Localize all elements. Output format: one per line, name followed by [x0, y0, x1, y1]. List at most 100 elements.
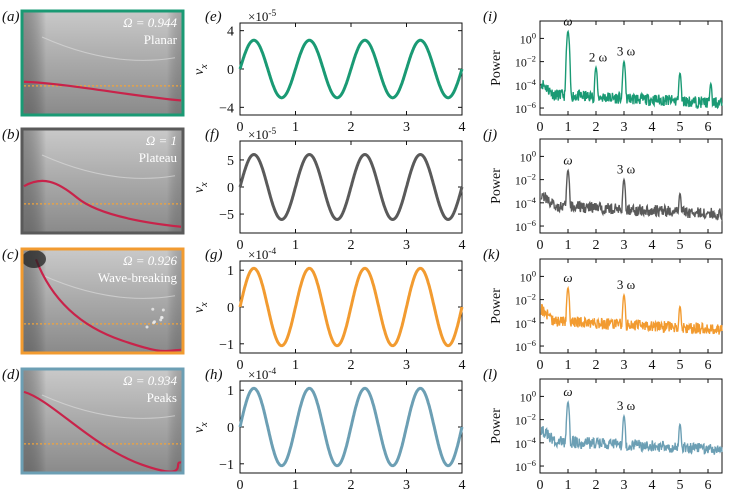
y-axis-label: Power — [489, 50, 504, 86]
spectrum-panel: (i) 0 1 2 3 4 5 6 Power ω 2 ω 3 ω — [483, 9, 723, 135]
droplet — [159, 318, 163, 322]
omega-value: Ω = 0.944 — [123, 15, 177, 30]
x-tick-label: 4 — [649, 478, 656, 490]
peak-label: 3 ω — [617, 398, 636, 413]
photo-panel: (d) Ω = 0.934 Peaks — [2, 367, 185, 475]
x-tick-label: 3 — [403, 478, 410, 490]
photo-panel: (b) Ω = 1 Plateau — [2, 127, 185, 235]
y-axis-label: vx — [192, 422, 210, 433]
velocity-series-line — [238, 266, 464, 348]
panel-label: (b) — [2, 127, 20, 143]
y-tick-label: −4 — [219, 101, 234, 116]
x-tick-label: 3 — [621, 120, 628, 135]
interface-trace — [23, 390, 182, 473]
x-tick-label: 4 — [459, 358, 466, 373]
interface-trace — [23, 80, 182, 102]
x-tick-label: 3 — [403, 120, 410, 135]
photo-vignette — [22, 249, 183, 353]
axes-frame — [539, 378, 723, 474]
y-tick-label: 10−4 — [515, 195, 537, 211]
peak-label: 2 ω — [589, 49, 608, 64]
x-tick-label: 1 — [565, 120, 572, 135]
y-tick-label: 1 — [227, 264, 234, 279]
x-tick-label: 3 — [621, 358, 628, 373]
x-tick-label: 2 — [593, 238, 600, 253]
x-tick-label: 0 — [537, 120, 544, 135]
power-spectrum-line — [540, 168, 723, 222]
photo-border — [20, 9, 185, 117]
photo-panel: (c) Ω = 0.926 Wave-breaking — [2, 247, 185, 355]
x-tick-label: 6 — [705, 478, 712, 490]
photo-vignette — [22, 369, 183, 473]
x-tick-label: 6 — [705, 358, 712, 373]
power-spectrum-line — [540, 285, 723, 335]
x-tick-label: 0 — [537, 358, 544, 373]
x-tick-label: 2 — [348, 120, 355, 135]
regime-name: Wave-breaking — [98, 270, 178, 285]
axes-frame — [539, 20, 723, 116]
photo-meniscus — [41, 154, 176, 179]
x-tick-label: 3 — [621, 238, 628, 253]
x-tick-label: 1 — [565, 358, 572, 373]
peak-label: ω — [563, 13, 572, 28]
power-spectrum-line — [540, 29, 723, 110]
x-tick-label: 0 — [537, 238, 544, 253]
x-tick-label: 1 — [565, 238, 572, 253]
x-tick-label: 3 — [621, 478, 628, 490]
y-tick-label: 100 — [520, 388, 536, 404]
axis-exponent: ×10-4 — [248, 367, 276, 382]
y-tick-label: 100 — [520, 30, 536, 46]
interface-trace — [34, 259, 182, 353]
y-tick-label: 4 — [227, 25, 234, 40]
axes-frame — [539, 138, 723, 234]
y-axis-label: vx — [192, 302, 210, 313]
y-tick-label: 100 — [520, 148, 536, 164]
x-tick-label: 1 — [292, 478, 299, 490]
photo-meniscus — [41, 394, 176, 419]
x-tick-label: 6 — [705, 120, 712, 135]
x-tick-label: 0 — [237, 358, 244, 373]
panel-label: (j) — [483, 127, 497, 143]
panel-label: (d) — [2, 367, 20, 383]
droplet — [151, 307, 155, 311]
y-tick-label: 10−2 — [515, 172, 536, 188]
droplet — [145, 325, 149, 329]
peak-label: 3 ω — [617, 162, 636, 177]
x-tick-label: 4 — [459, 120, 466, 135]
panel-label: (l) — [483, 367, 497, 383]
x-tick-label: 5 — [677, 478, 684, 490]
wave-breaking-blob — [22, 250, 46, 268]
axes-frame — [539, 258, 723, 354]
droplet — [152, 320, 156, 324]
x-tick-label: 1 — [565, 478, 572, 490]
panel-label: (a) — [2, 9, 20, 25]
panel-label: (c) — [2, 247, 19, 263]
power-spectrum-line — [540, 400, 723, 455]
velocity-series-line — [238, 386, 464, 468]
interface-trace — [23, 179, 182, 228]
velocity-series-line — [238, 38, 464, 100]
spectrum-panel: (j) 0 1 2 3 4 5 6 Power ω 3 ω — [483, 127, 723, 253]
axis-exponent: ×10-5 — [248, 9, 276, 24]
photo-border — [20, 127, 185, 235]
photo-border — [20, 367, 185, 475]
y-tick-label: 10−4 — [515, 315, 537, 331]
regime-name: Peaks — [147, 390, 177, 405]
velocity-series-line — [238, 152, 464, 222]
peak-label: 3 ω — [617, 44, 636, 59]
x-tick-label: 0 — [237, 238, 244, 253]
y-tick-label: 10−2 — [515, 54, 536, 70]
x-tick-label: 2 — [593, 358, 600, 373]
axis-exponent: ×10-4 — [248, 247, 276, 262]
x-tick-label: 4 — [459, 238, 466, 253]
x-tick-label: 1 — [292, 358, 299, 373]
y-tick-label: 10−6 — [515, 338, 537, 354]
y-tick-label: −1 — [219, 458, 234, 473]
y-tick-label: 10−6 — [515, 100, 537, 116]
x-tick-label: 0 — [237, 120, 244, 135]
axis-exponent: ×10-5 — [248, 127, 276, 142]
